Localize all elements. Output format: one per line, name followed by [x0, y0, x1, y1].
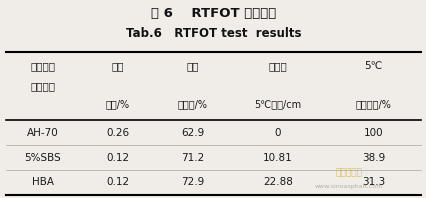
Text: 损失/%: 损失/% — [106, 99, 130, 109]
Text: 0: 0 — [274, 128, 281, 138]
Text: Tab.6   RTFOT test  results: Tab.6 RTFOT test results — [125, 27, 301, 40]
Text: 沥青类型: 沥青类型 — [31, 61, 55, 71]
Text: 72.9: 72.9 — [181, 177, 204, 187]
Text: AH-70: AH-70 — [27, 128, 59, 138]
Text: 5℃延度/cm: 5℃延度/cm — [254, 99, 301, 109]
Text: 中国沥青网: 中国沥青网 — [335, 169, 362, 178]
Text: 老化后: 老化后 — [268, 61, 287, 71]
Text: 0.12: 0.12 — [106, 153, 129, 163]
Text: 延度损失/%: 延度损失/% — [355, 99, 391, 109]
Text: 质量: 质量 — [111, 61, 124, 71]
Text: www.sinoasphalt.com: www.sinoasphalt.com — [314, 184, 383, 189]
Text: 0.26: 0.26 — [106, 128, 129, 138]
Text: 62.9: 62.9 — [181, 128, 204, 138]
Text: 31.3: 31.3 — [361, 177, 384, 187]
Text: 沥青类型: 沥青类型 — [31, 81, 55, 91]
Text: 表 6    RTFOT 试验结果: 表 6 RTFOT 试验结果 — [150, 7, 276, 20]
Text: 残留: 残留 — [186, 61, 199, 71]
Text: 5%SBS: 5%SBS — [25, 153, 61, 163]
Text: 0.12: 0.12 — [106, 177, 129, 187]
Text: HBA: HBA — [32, 177, 54, 187]
Text: 71.2: 71.2 — [181, 153, 204, 163]
Text: 10.81: 10.81 — [262, 153, 292, 163]
Text: 稳定度/%: 稳定度/% — [177, 99, 207, 109]
Text: 38.9: 38.9 — [361, 153, 384, 163]
Text: 5℃: 5℃ — [363, 61, 382, 71]
Text: 22.88: 22.88 — [262, 177, 292, 187]
Text: 100: 100 — [363, 128, 383, 138]
